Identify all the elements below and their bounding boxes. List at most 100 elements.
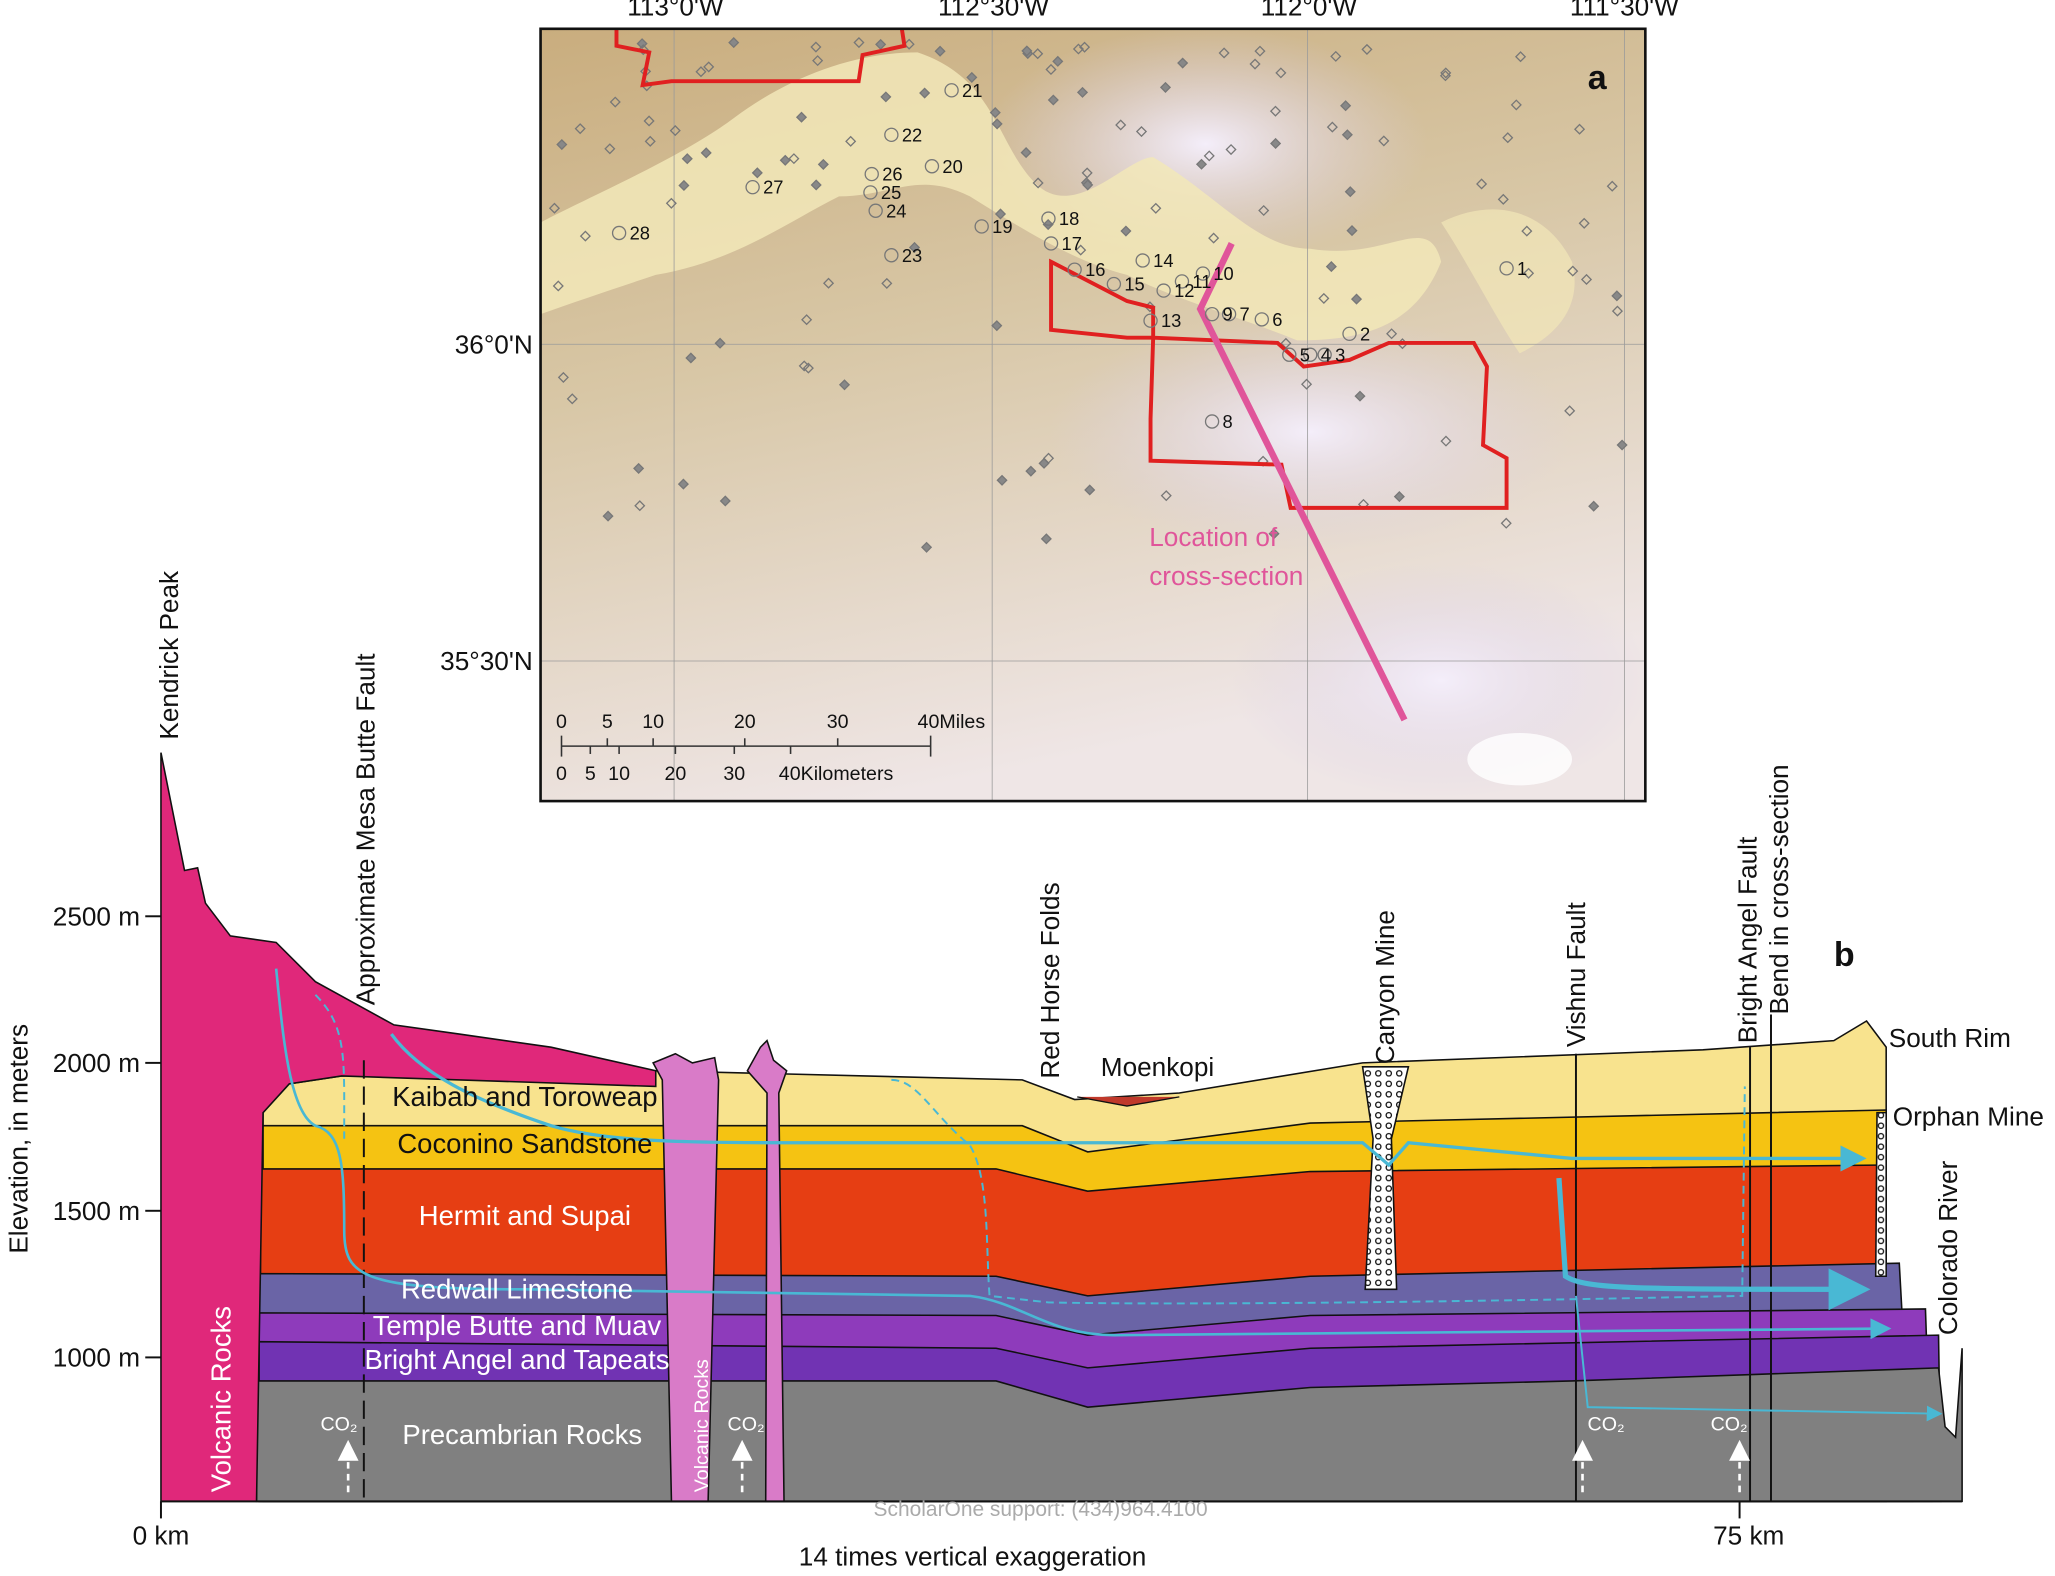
well-marker xyxy=(609,96,621,108)
scale-label: 0 xyxy=(556,711,567,733)
well-marker xyxy=(1159,81,1172,93)
site-marker xyxy=(1282,347,1297,362)
well-marker xyxy=(719,495,731,507)
longitude-label: 113°0'W xyxy=(627,0,724,22)
site-marker xyxy=(1135,253,1150,268)
well-marker xyxy=(602,510,614,522)
site-label: 1 xyxy=(1517,258,1527,279)
well-marker xyxy=(1225,143,1237,156)
well-marker xyxy=(1500,517,1512,529)
well-marker xyxy=(1346,225,1358,237)
mining-boundary xyxy=(1049,258,1509,510)
well-marker xyxy=(604,143,616,155)
site-marker xyxy=(1143,313,1158,328)
well-marker xyxy=(1350,293,1363,305)
well-marker xyxy=(703,61,715,73)
well-marker xyxy=(1510,99,1522,111)
map-frame xyxy=(539,27,1647,803)
well-marker xyxy=(1150,202,1162,214)
feature-label: Approximate Mesa Butte Fault xyxy=(350,653,380,1006)
site-marker xyxy=(1174,274,1190,289)
watermark: ScholarOne support: (434)964.4100 xyxy=(874,1498,1208,1521)
latitude-label: 36°0'N xyxy=(455,329,533,359)
well-marker xyxy=(1075,244,1087,256)
scale-label: 30 xyxy=(827,711,849,733)
site-marker xyxy=(884,248,899,263)
well-marker xyxy=(1021,45,1033,57)
site-marker xyxy=(1342,326,1357,341)
scale-label: 20 xyxy=(734,711,756,733)
co2-label: CO₂ xyxy=(1588,1414,1625,1436)
site-label: 11 xyxy=(1192,271,1211,292)
unit-label: Temple Butte and Muav xyxy=(373,1310,662,1341)
site-marker xyxy=(1195,266,1211,281)
co2-label: CO₂ xyxy=(728,1414,765,1436)
site-label: 22 xyxy=(902,124,922,145)
breccia-pipe xyxy=(1361,1066,1410,1291)
well-marker xyxy=(1208,232,1220,244)
well-marker xyxy=(1588,500,1600,512)
well-marker xyxy=(1082,179,1094,191)
well-marker xyxy=(1218,47,1230,59)
x-axis-label: 14 times vertical exaggeration xyxy=(799,1542,1146,1572)
well-marker xyxy=(1025,465,1037,477)
well-marker xyxy=(1195,158,1208,170)
well-marker xyxy=(779,154,791,166)
well-marker xyxy=(966,71,978,83)
site-marker xyxy=(1317,347,1332,362)
well-marker xyxy=(795,111,808,123)
panel-label: a xyxy=(1588,59,1608,97)
well-marker xyxy=(1386,328,1398,340)
scale-label: 40Miles xyxy=(918,711,986,733)
canyon xyxy=(1441,209,1575,354)
well-marker xyxy=(853,36,865,49)
well-marker xyxy=(1573,123,1586,135)
faults xyxy=(362,1014,1772,1502)
well-marker xyxy=(845,135,857,147)
well-marker xyxy=(921,541,933,553)
well-marker xyxy=(1301,378,1313,390)
co2-label: CO₂ xyxy=(320,1414,357,1436)
well-marker xyxy=(1361,43,1373,55)
well-marker xyxy=(1497,193,1509,205)
latitude-label: 35°30'N xyxy=(440,646,533,676)
well-marker xyxy=(669,125,681,137)
well-marker xyxy=(1326,121,1338,133)
well-marker xyxy=(634,500,646,512)
well-marker xyxy=(1269,105,1282,117)
well-marker xyxy=(574,123,586,135)
well-marker xyxy=(801,314,813,326)
site-label: 26 xyxy=(882,164,902,185)
feature-label: Vishnu Fault xyxy=(1561,902,1591,1048)
longitude-label: 112°0'W xyxy=(1261,0,1358,22)
well-marker xyxy=(1515,51,1527,63)
moenkopi-unit xyxy=(1077,1096,1180,1107)
y-tick-label: 2000 m xyxy=(53,1048,140,1078)
well-marker xyxy=(685,352,697,364)
well-marker xyxy=(1578,217,1590,229)
well-marker xyxy=(1052,55,1064,67)
well-marker xyxy=(1341,129,1353,141)
well-marker xyxy=(678,179,690,192)
scale-label: 40Kilometers xyxy=(779,763,894,785)
well-marker xyxy=(1047,94,1059,106)
flow-path xyxy=(390,1033,1867,1172)
well-marker xyxy=(633,462,645,474)
unit-label: Kaibab and Toroweap xyxy=(392,1081,657,1112)
site-label: 6 xyxy=(1272,309,1282,330)
site-labels: 1234567891011121314151617181920212223242… xyxy=(611,80,1527,432)
well-marker xyxy=(817,158,829,170)
site-label: 20 xyxy=(942,156,962,177)
scale-label: 5 xyxy=(585,763,596,785)
site-label: 16 xyxy=(1085,259,1105,280)
well-marker xyxy=(1340,100,1352,112)
site-marker xyxy=(1499,261,1514,276)
flow-path xyxy=(314,994,346,1139)
well-marker xyxy=(557,371,569,383)
well-marker xyxy=(643,115,655,127)
feature-label: Kendrick Peak xyxy=(154,570,184,740)
well-marker xyxy=(1258,204,1270,217)
well-marker xyxy=(1318,292,1330,304)
